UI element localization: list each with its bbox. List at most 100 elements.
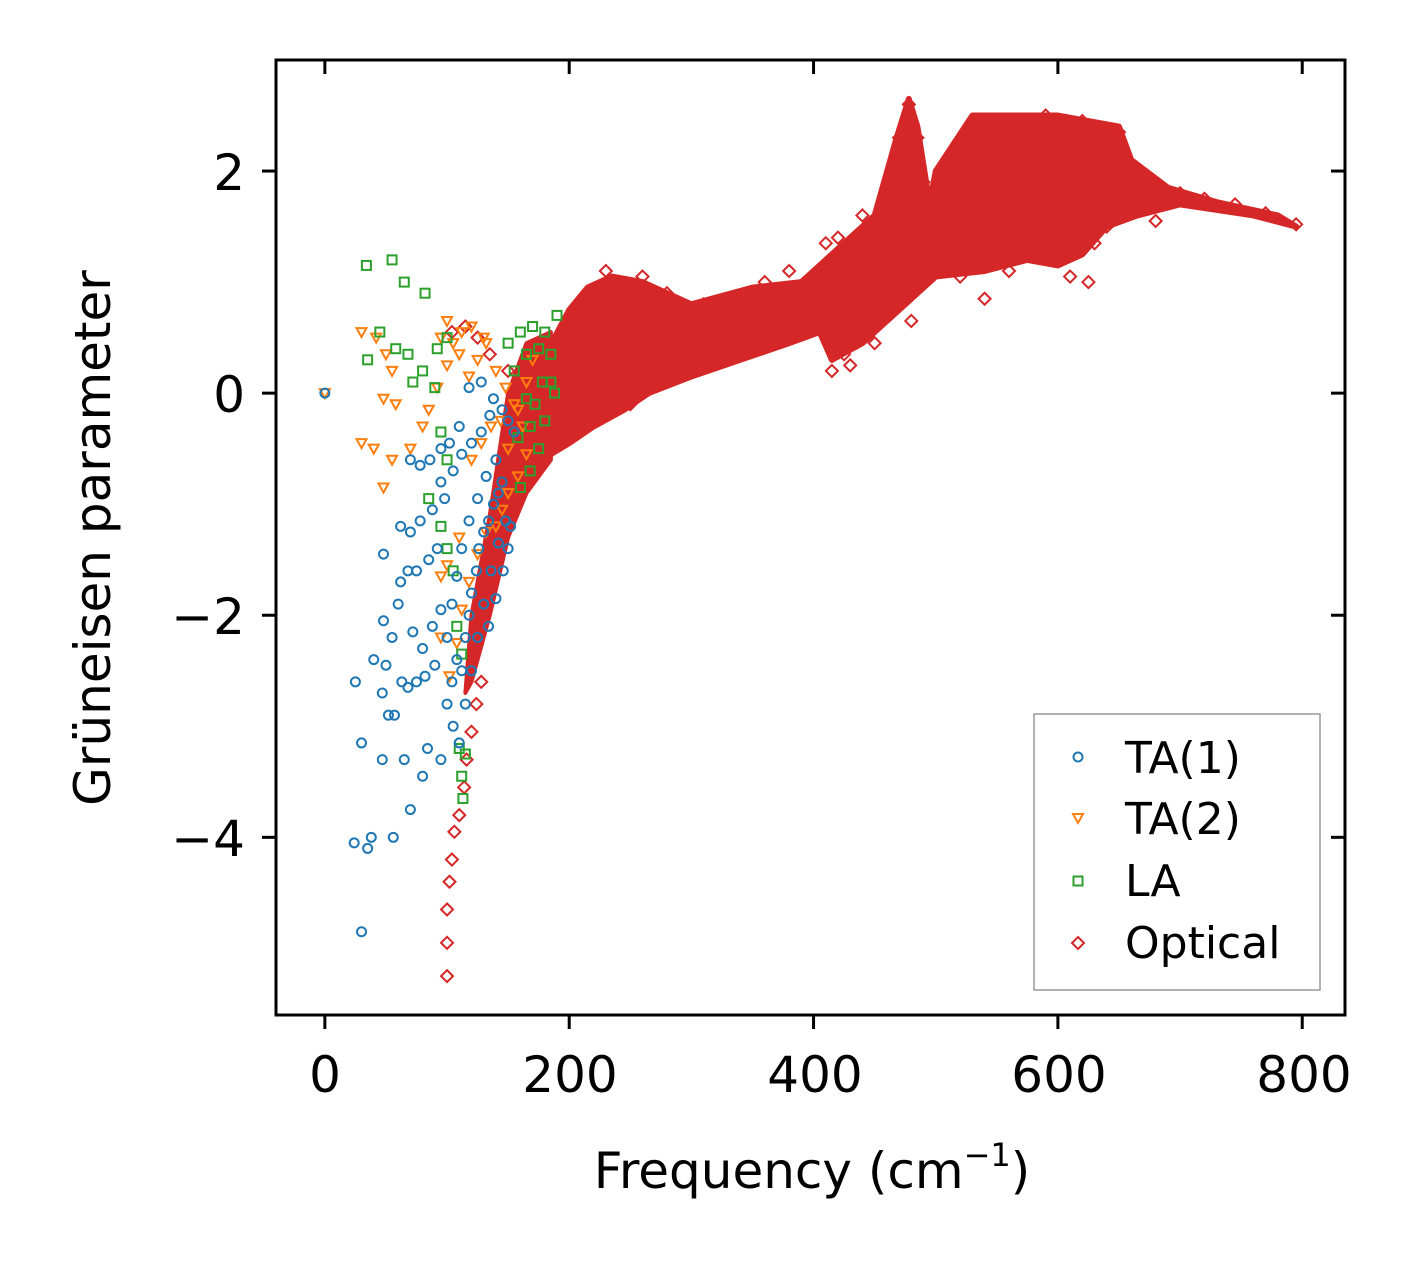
data-point (1288, 216, 1304, 232)
data-point (952, 141, 968, 157)
data-point (395, 576, 407, 588)
data-point (459, 698, 471, 710)
data-point (478, 598, 490, 610)
data-point (903, 285, 919, 301)
data-point (465, 587, 477, 599)
data-point (501, 443, 515, 456)
data-point (511, 471, 525, 484)
data-point (382, 709, 394, 721)
data-point (378, 615, 390, 627)
data-point (386, 254, 398, 266)
data-point (514, 482, 526, 494)
data-point (356, 926, 368, 938)
data-point (818, 296, 834, 312)
data-point (1081, 274, 1096, 290)
data-point (793, 307, 809, 323)
x-tick-label-0: 0 (309, 1046, 341, 1104)
data-point (404, 454, 416, 466)
legend-item-ta2: TA(2) (1071, 794, 1241, 845)
data-point (498, 382, 513, 395)
x-tick-label-800: 800 (1256, 1046, 1351, 1104)
data-point (379, 349, 393, 362)
data-point (492, 487, 504, 499)
data-point (441, 698, 453, 710)
data-point (439, 902, 455, 917)
data-point (474, 438, 488, 451)
data-point (465, 665, 477, 677)
data-point (472, 493, 484, 505)
data-point (475, 426, 487, 438)
data-point (398, 276, 410, 288)
data-point (696, 352, 712, 368)
data-point (354, 438, 369, 451)
x-axis-title: Frequency (cm−1) (594, 1136, 1031, 1200)
data-point (482, 346, 498, 362)
data-point (376, 482, 391, 495)
data-point (426, 620, 438, 632)
data-point (879, 180, 895, 196)
data-point (502, 415, 514, 427)
data-point (440, 360, 454, 373)
data-point (440, 315, 454, 329)
legend-item-la: LA (1072, 856, 1181, 907)
data-point (441, 454, 453, 466)
legend: TA(1) TA(2) LA Optical (1033, 713, 1321, 991)
data-point (374, 326, 386, 338)
data-point (404, 804, 416, 816)
data-point (533, 443, 545, 455)
data-point (319, 387, 331, 399)
data-point (549, 387, 561, 399)
data-point (1001, 263, 1017, 279)
data-point (1068, 241, 1084, 257)
data-point (452, 349, 466, 362)
data-point (489, 521, 503, 534)
data-point (396, 676, 408, 688)
data-point (514, 326, 526, 338)
series-la (360, 254, 563, 804)
legend-marker-ta2 (1071, 813, 1085, 826)
data-point (453, 420, 465, 432)
data-point (836, 346, 852, 362)
data-point (403, 443, 418, 456)
data-point (398, 754, 410, 766)
data-point (1148, 213, 1164, 229)
data-point (520, 393, 532, 405)
data-point (410, 676, 422, 688)
data-point (928, 263, 944, 279)
data-point (402, 348, 414, 360)
y-axis-title: Grüneisen parameter (64, 270, 122, 806)
data-point (549, 424, 565, 440)
data-point (463, 609, 475, 621)
data-point (490, 593, 502, 605)
data-point (598, 263, 614, 279)
data-point (435, 443, 447, 455)
data-point (446, 598, 458, 610)
data-point (441, 543, 453, 555)
data-point (417, 770, 429, 782)
data-point (443, 437, 455, 449)
data-point (505, 520, 517, 532)
data-point (539, 326, 551, 338)
legend-item-ta1: TA(1) (1072, 733, 1241, 784)
data-point (545, 376, 557, 388)
data-point (502, 337, 514, 349)
data-point (483, 620, 495, 632)
data-point (473, 543, 485, 555)
data-point (485, 565, 497, 577)
legend-label-la: LA (1125, 856, 1181, 907)
data-point (456, 448, 468, 460)
data-point (452, 532, 466, 545)
data-point (1044, 219, 1060, 234)
data-point (1074, 113, 1090, 129)
legend-marker-optical (1070, 935, 1086, 951)
data-point (496, 404, 508, 416)
data-point (545, 348, 557, 360)
data-point (484, 409, 496, 421)
data-point (457, 792, 469, 804)
data-point (473, 674, 489, 690)
data-point (453, 737, 465, 749)
data-point (376, 754, 388, 766)
data-point (1258, 205, 1274, 221)
data-point (757, 274, 773, 290)
data-point (429, 382, 441, 394)
